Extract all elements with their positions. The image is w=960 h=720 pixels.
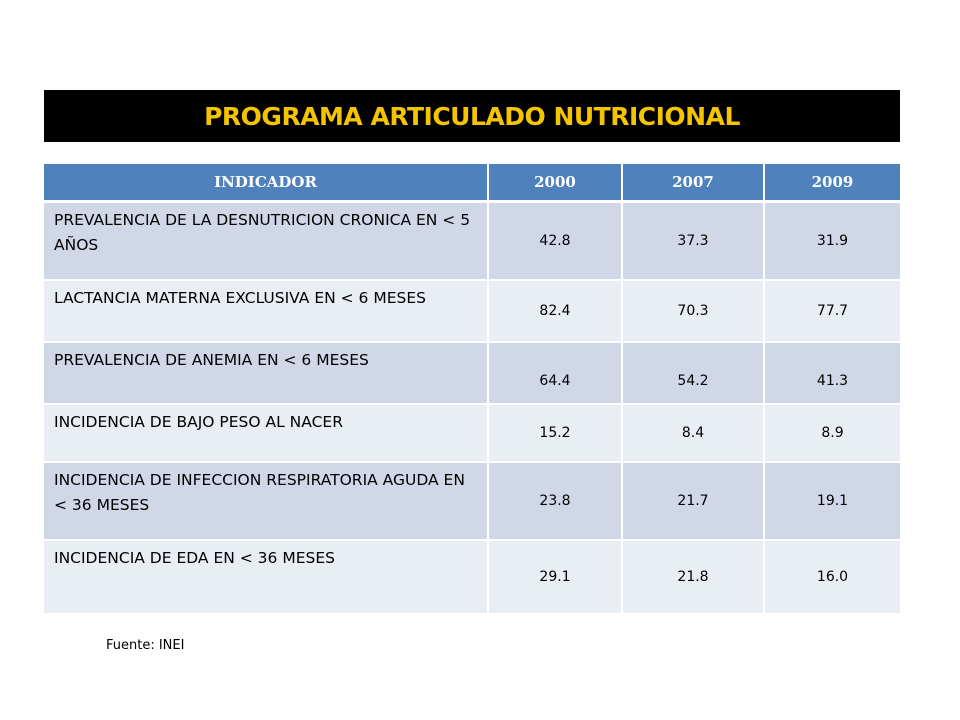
indicators-table: INDICADOR 2000 2007 2009 PREVALENCIA DE … <box>44 164 900 615</box>
table-row: PREVALENCIA DE ANEMIA EN < 6 MESES 64.4 … <box>44 341 900 405</box>
table-row: PREVALENCIA DE LA DESNUTRICION CRONICA E… <box>44 201 900 281</box>
value-cell-2000: 15.2 <box>488 403 623 463</box>
value-cell-2009: 16.0 <box>764 539 900 615</box>
table-row: INCIDENCIA DE BAJO PESO AL NACER 15.2 8.… <box>44 403 900 463</box>
value-cell-2007: 70.3 <box>622 279 765 343</box>
table-row: INCIDENCIA DE INFECCION RESPIRATORIA AGU… <box>44 461 900 541</box>
indicator-cell: LACTANCIA MATERNA EXCLUSIVA EN < 6 MESES <box>44 279 489 343</box>
value-cell-2000: 82.4 <box>488 279 623 343</box>
value-cell-2007: 21.8 <box>622 539 765 615</box>
value-cell-2007: 37.3 <box>622 201 765 281</box>
title-banner: PROGRAMA ARTICULADO NUTRICIONAL <box>44 90 900 142</box>
value-cell-2007: 54.2 <box>622 341 765 405</box>
column-header-2007: 2007 <box>622 164 765 203</box>
value-cell-2007: 8.4 <box>622 403 765 463</box>
value-cell-2000: 64.4 <box>488 341 623 405</box>
table-row: INCIDENCIA DE EDA EN < 36 MESES 29.1 21.… <box>44 539 900 615</box>
indicator-cell: INCIDENCIA DE BAJO PESO AL NACER <box>44 403 489 463</box>
indicator-cell: INCIDENCIA DE EDA EN < 36 MESES <box>44 539 489 615</box>
value-cell-2000: 29.1 <box>488 539 623 615</box>
value-cell-2009: 41.3 <box>764 341 900 405</box>
column-header-2000: 2000 <box>488 164 623 203</box>
source-note: Fuente: INEI <box>106 638 185 653</box>
table-row: LACTANCIA MATERNA EXCLUSIVA EN < 6 MESES… <box>44 279 900 343</box>
indicator-cell: PREVALENCIA DE LA DESNUTRICION CRONICA E… <box>44 201 489 281</box>
value-cell-2009: 31.9 <box>764 201 900 281</box>
value-cell-2000: 42.8 <box>488 201 623 281</box>
column-header-indicator: INDICADOR <box>44 164 489 203</box>
value-cell-2007: 21.7 <box>622 461 765 541</box>
table-header-row: INDICADOR 2000 2007 2009 <box>44 164 900 203</box>
indicator-cell: PREVALENCIA DE ANEMIA EN < 6 MESES <box>44 341 489 405</box>
indicator-cell: INCIDENCIA DE INFECCION RESPIRATORIA AGU… <box>44 461 489 541</box>
page-title: PROGRAMA ARTICULADO NUTRICIONAL <box>204 101 740 131</box>
value-cell-2009: 8.9 <box>764 403 900 463</box>
value-cell-2009: 77.7 <box>764 279 900 343</box>
value-cell-2009: 19.1 <box>764 461 900 541</box>
column-header-2009: 2009 <box>764 164 900 203</box>
value-cell-2000: 23.8 <box>488 461 623 541</box>
